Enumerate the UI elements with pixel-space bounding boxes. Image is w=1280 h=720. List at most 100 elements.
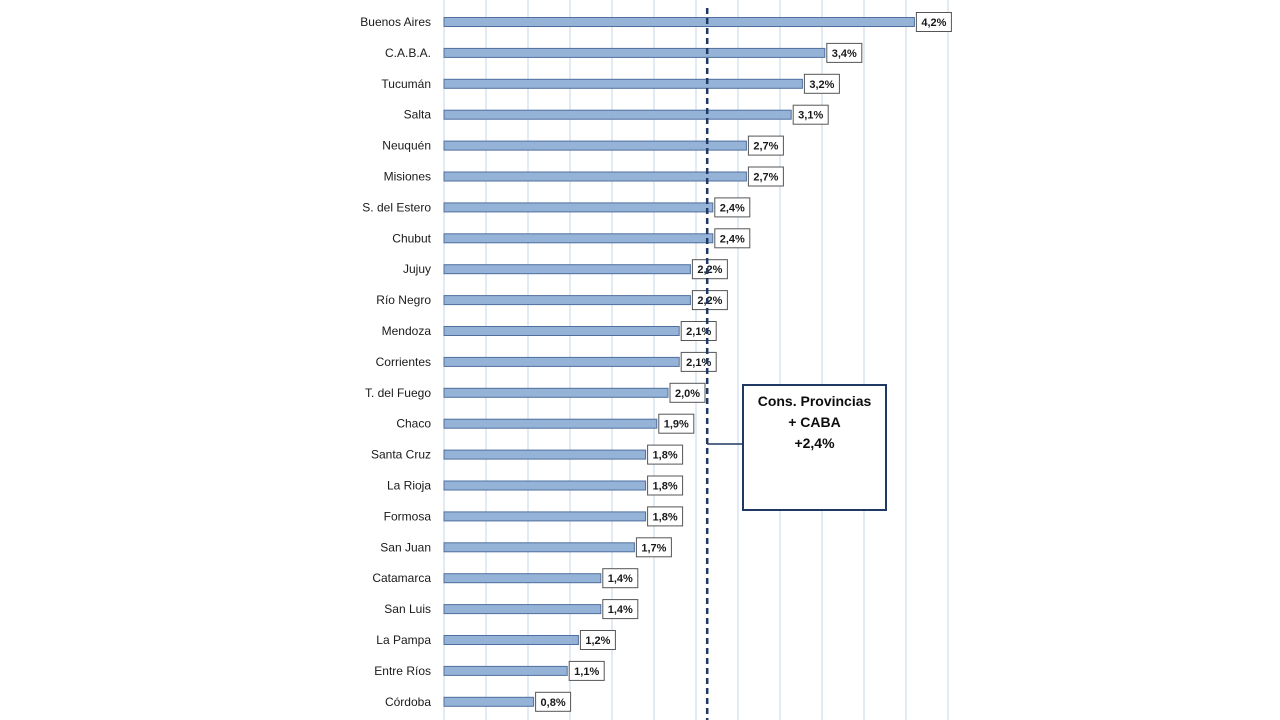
value-label: 1,1% [574, 666, 599, 678]
category-label: T. del Fuego [365, 386, 431, 400]
bars [443, 17, 915, 707]
bar [443, 295, 691, 306]
value-label: 1,4% [608, 604, 633, 616]
bar [443, 480, 647, 491]
category-label: La Pampa [376, 633, 431, 647]
value-label-box [691, 290, 728, 311]
value-label: 1,8% [653, 481, 678, 493]
bar [443, 140, 747, 151]
bar [443, 264, 691, 275]
value-label-box [647, 444, 684, 465]
category-label: Mendoza [382, 324, 432, 338]
value-label-box [602, 599, 639, 620]
value-label: 2,1% [686, 357, 711, 369]
value-label-box [658, 413, 695, 434]
category-label: C.A.B.A. [385, 46, 431, 60]
value-label-box [792, 104, 829, 125]
bar [443, 449, 647, 460]
value-label: 1,4% [608, 573, 633, 585]
bar [443, 418, 658, 429]
value-label-box [714, 228, 751, 249]
annotation-line-2: + CABA [788, 414, 841, 430]
value-label: 3,4% [832, 48, 857, 60]
category-label: San Juan [380, 540, 431, 554]
category-label: La Rioja [387, 479, 431, 493]
value-label-box [602, 568, 639, 589]
bar [443, 47, 826, 58]
value-label-box [579, 630, 616, 650]
annotation-box [742, 384, 887, 511]
bar [443, 511, 647, 522]
category-label: Misiones [384, 170, 431, 184]
value-label: 2,4% [720, 202, 745, 214]
bar [443, 78, 803, 89]
bar [443, 604, 602, 615]
bar [443, 109, 792, 120]
category-label: Entre Ríos [374, 664, 431, 678]
bar [443, 542, 635, 553]
value-label-box [826, 42, 863, 63]
bar [443, 326, 680, 336]
value-label: 2,2% [697, 295, 722, 307]
category-label: S. del Estero [362, 200, 431, 214]
annotation-line-3: +2,4% [794, 435, 835, 451]
bar [443, 233, 714, 244]
value-label-box [669, 382, 706, 403]
category-labels: Buenos Aires C.A.B.A. Tucumán Salta Neuquén M… [360, 15, 431, 709]
value-label-box [568, 660, 605, 681]
average-annotation: Cons. Provincias + CABA +2,4% [707, 384, 887, 511]
value-labels: 4,2% 3,4% 3,2% 3,1% 2,7% 2,7% 2,4% 2,4% 2,2% 2,2%… [535, 12, 952, 712]
value-label: 1,9% [664, 419, 689, 431]
category-label: Tucumán [381, 77, 431, 91]
value-label-box [535, 691, 572, 712]
bar [443, 635, 579, 645]
category-label: Chaco [396, 417, 431, 431]
value-label-box [647, 475, 684, 496]
category-label: Jujuy [403, 262, 431, 276]
category-label: Formosa [384, 509, 432, 523]
category-label: Chubut [392, 231, 431, 245]
value-label: 1,8% [653, 450, 678, 462]
value-label-box [680, 321, 717, 341]
value-label-box [635, 537, 672, 558]
value-label: 0,8% [541, 697, 566, 709]
value-label-box [747, 166, 784, 187]
value-label: 2,4% [720, 233, 745, 245]
bar [443, 387, 669, 398]
value-label-box [691, 259, 728, 280]
value-label: 2,0% [675, 388, 700, 400]
value-label: 3,2% [809, 79, 834, 91]
bar [443, 17, 915, 27]
value-label: 2,2% [697, 264, 722, 276]
bar [443, 202, 714, 213]
category-label: Buenos Aires [360, 15, 431, 29]
value-label: 1,2% [585, 635, 610, 647]
value-label-box [647, 506, 684, 527]
category-label: Salta [404, 108, 432, 122]
value-label: 1,7% [641, 542, 666, 554]
category-label: Río Negro [376, 293, 431, 307]
bar [443, 665, 568, 676]
value-label: 1,8% [653, 511, 678, 523]
annotation-line-1: Cons. Provincias [758, 393, 872, 409]
value-label: 2,1% [686, 326, 711, 338]
bar [443, 696, 535, 707]
value-label-box [747, 135, 784, 156]
category-label: Corrientes [376, 355, 431, 369]
value-label: 2,7% [753, 141, 778, 153]
value-label: 2,7% [753, 172, 778, 184]
category-label: San Luis [384, 602, 431, 616]
value-label-box [680, 351, 717, 372]
bar [443, 171, 747, 182]
category-label: Catamarca [372, 571, 431, 585]
value-label-box [803, 73, 840, 94]
value-label: 3,1% [798, 110, 823, 122]
value-label-box [915, 12, 952, 32]
category-label: Santa Cruz [371, 448, 431, 462]
bar [443, 356, 680, 367]
category-label: Córdoba [385, 695, 431, 709]
category-label: Neuquén [382, 139, 431, 153]
value-label: 4,2% [921, 17, 946, 29]
value-label-box [714, 197, 751, 218]
